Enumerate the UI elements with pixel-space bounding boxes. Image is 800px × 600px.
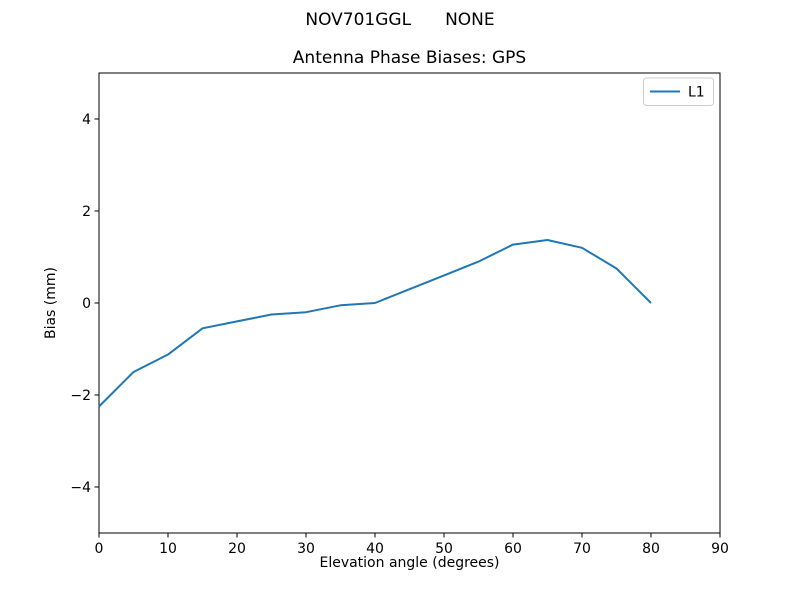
y-tick-label: −2 xyxy=(70,388,91,404)
y-axis-label: Bias (mm) xyxy=(43,267,59,339)
y-tick-label: 4 xyxy=(82,112,91,128)
series-line-l1 xyxy=(98,238,652,408)
x-axis-ticks: 0 10 20 30 40 50 60 70 80 90 xyxy=(95,533,729,557)
x-tick-label: 70 xyxy=(573,541,591,557)
chart-title: Antenna Phase Biases: GPS xyxy=(293,48,526,68)
plot-frame xyxy=(98,72,721,534)
legend-entry-label: L1 xyxy=(688,85,705,101)
y-tick-label: −4 xyxy=(70,480,91,496)
x-tick-label: 80 xyxy=(642,541,660,557)
suptitle-radome: NONE xyxy=(445,10,495,30)
x-tick-label: 50 xyxy=(435,541,453,557)
x-tick-label: 90 xyxy=(711,541,729,557)
figure-suptitle: NOV701GGL NONE xyxy=(0,12,800,29)
x-tick-label: 20 xyxy=(228,541,246,557)
y-tick-label: 0 xyxy=(82,296,91,312)
legend: L1 xyxy=(643,77,714,106)
y-tick-label: 2 xyxy=(82,204,91,220)
y-axis-ticks: −4 −2 0 2 4 xyxy=(70,112,99,496)
suptitle-antenna: NOV701GGL xyxy=(305,10,412,30)
x-tick-label: 30 xyxy=(297,541,315,557)
x-tick-label: 0 xyxy=(95,541,104,557)
x-tick-label: 10 xyxy=(159,541,177,557)
x-axis-label: Elevation angle (degrees) xyxy=(319,555,499,571)
x-tick-label: 40 xyxy=(366,541,384,557)
x-tick-label: 60 xyxy=(504,541,522,557)
